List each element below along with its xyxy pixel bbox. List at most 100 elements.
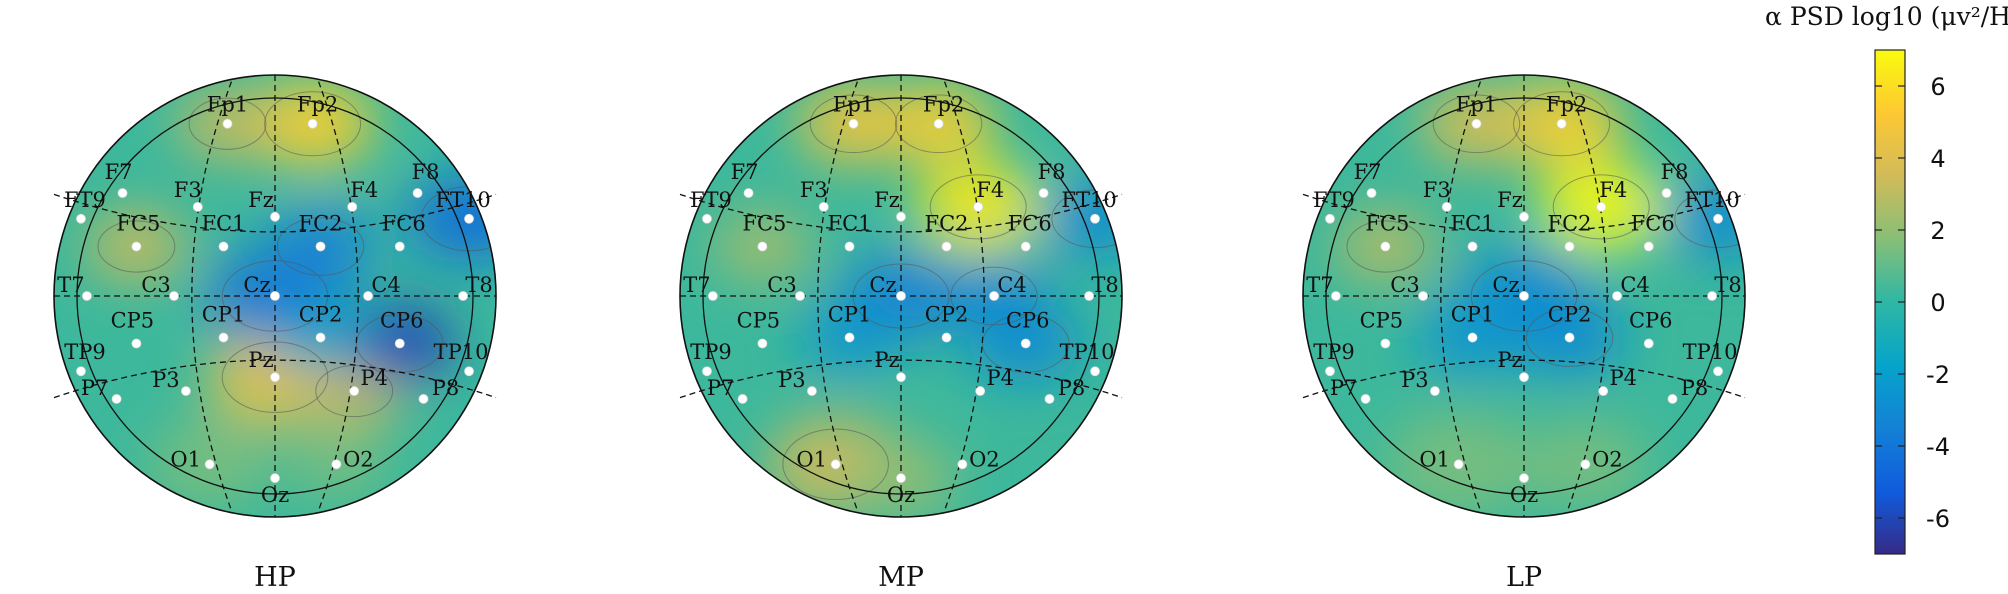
electrode-label-p7: P7 — [707, 376, 735, 400]
electrode-label-fp2: Fp2 — [923, 93, 964, 117]
electrode-label-cp5: CP5 — [1360, 309, 1404, 333]
electrode-label-c3: C3 — [1390, 273, 1419, 297]
electrode-label-o2: O2 — [969, 447, 1000, 471]
electrode-dot-fp2 — [307, 118, 318, 129]
electrode-label-p4: P4 — [1609, 366, 1637, 390]
electrode-label-cp2: CP2 — [299, 303, 343, 327]
electrode-label-fp2: Fp2 — [297, 93, 338, 117]
electrode-dot-t8 — [1707, 291, 1717, 301]
panel-label-lp: LP — [1506, 562, 1542, 593]
electrode-label-p4: P4 — [360, 366, 388, 390]
electrode-label-p7: P7 — [1330, 376, 1358, 400]
electrode-dot-o1 — [830, 459, 841, 470]
electrode-label-t7: T7 — [683, 273, 710, 297]
electrode-dot-c3 — [795, 291, 805, 301]
electrode-dot-fp1 — [1471, 118, 1482, 129]
electrode-label-fc5: FC5 — [1365, 212, 1409, 236]
electrode-label-f4: F4 — [976, 178, 1004, 202]
electrode-label-c3: C3 — [141, 273, 170, 297]
electrode-label-cp5: CP5 — [737, 309, 781, 333]
electrode-label-p3: P3 — [152, 368, 180, 392]
electrode-dot-ft9 — [76, 213, 86, 224]
electrode-label-p7: P7 — [81, 376, 109, 400]
electrode-label-t7: T7 — [1306, 273, 1333, 297]
electrode-label-fp2: Fp2 — [1546, 93, 1587, 117]
electrode-label-o1: O1 — [796, 447, 827, 471]
electrode-label-c4: C4 — [1620, 273, 1649, 297]
electrode-label-cp1: CP1 — [1451, 303, 1495, 327]
electrode-label-fc1: FC1 — [202, 212, 246, 236]
electrode-dot-ft9 — [702, 213, 712, 224]
electrode-label-f3: F3 — [1423, 178, 1451, 202]
electrode-label-f7: F7 — [105, 160, 133, 184]
electrode-label-fc5: FC5 — [116, 212, 160, 236]
electrode-dot-fp1 — [222, 118, 233, 129]
electrode-dot-cp6 — [1020, 338, 1031, 349]
electrode-label-f8: F8 — [1661, 160, 1689, 184]
electrode-label-fc2: FC2 — [1548, 212, 1592, 236]
electrode-dot-p4 — [349, 386, 360, 396]
electrode-dot-cz — [896, 291, 906, 301]
electrode-dot-cp5 — [1380, 338, 1391, 349]
electrode-dot-ft10 — [464, 213, 474, 224]
electrode-dot-pz — [1519, 372, 1529, 383]
electrode-label-o1: O1 — [1419, 447, 1450, 471]
electrode-dot-p4 — [1598, 386, 1609, 396]
electrode-label-fc2: FC2 — [299, 212, 343, 236]
electrode-label-tp9: TP9 — [690, 340, 732, 364]
electrode-label-f8: F8 — [412, 160, 440, 184]
electrode-label-fc1: FC1 — [1451, 212, 1495, 236]
electrode-label-f7: F7 — [731, 160, 759, 184]
electrode-label-o2: O2 — [343, 447, 374, 471]
electrode-dot-t7 — [82, 291, 92, 301]
electrode-dot-f8 — [1038, 188, 1049, 198]
colorbar-tick-label: 0 — [1930, 289, 1945, 317]
electrode-label-p4: P4 — [986, 366, 1014, 390]
electrode-dot-cz — [1519, 291, 1529, 301]
electrode-label-fz: Fz — [1497, 188, 1523, 212]
electrode-label-fz: Fz — [248, 188, 274, 212]
electrode-dot-fc2 — [315, 241, 326, 252]
electrode-dot-pz — [896, 372, 906, 383]
colorbar-tick-label: -6 — [1926, 505, 1950, 533]
electrode-dot-p3 — [180, 386, 191, 396]
electrode-label-ft10: FT10 — [1684, 188, 1739, 212]
electrode-dot-fc5 — [757, 241, 768, 252]
electrode-label-cz: Cz — [1492, 273, 1519, 297]
electrode-dot-oz — [270, 473, 280, 484]
electrode-label-fc1: FC1 — [828, 212, 872, 236]
electrode-label-o1: O1 — [170, 447, 201, 471]
electrode-label-f4: F4 — [1599, 178, 1627, 202]
electrode-dot-f7 — [117, 188, 128, 198]
electrode-dot-p3 — [1430, 386, 1440, 396]
electrode-dot-fc1 — [218, 241, 229, 252]
electrode-dot-fp1 — [848, 118, 859, 129]
electrode-label-p3: P3 — [1401, 368, 1429, 392]
electrode-dot-o1 — [1453, 459, 1464, 470]
electrode-dot-ft9 — [1325, 213, 1335, 224]
electrode-label-t8: T8 — [465, 273, 492, 297]
electrode-label-tp9: TP9 — [1313, 340, 1355, 364]
electrode-label-p3: P3 — [778, 368, 806, 392]
topomap-panels: Fp1 Fp2 F7 F3 Fz F4 F8 FT9 FC5 FC1 FC2 FC6 FT10 T7 C3 C… — [53, 74, 1746, 593]
colorbar-tick-label: -4 — [1926, 433, 1950, 461]
electrode-label-tp10: TP10 — [1060, 340, 1115, 364]
electrode-dot-o1 — [204, 459, 215, 470]
electrode-dot-t8 — [458, 291, 469, 301]
electrode-dot-fc2 — [1564, 241, 1575, 252]
electrode-label-cz: Cz — [869, 273, 896, 297]
electrode-dot-f3 — [818, 201, 829, 212]
electrode-dot-o2 — [1580, 459, 1591, 470]
electrode-label-ft9: FT9 — [690, 188, 732, 212]
electrode-dot-f3 — [192, 201, 203, 212]
electrode-dot-p8 — [418, 394, 429, 404]
electrode-label-ft9: FT9 — [64, 188, 106, 212]
electrode-dot-c3 — [169, 291, 179, 301]
electrode-label-o2: O2 — [1592, 447, 1623, 471]
electrode-dot-c4 — [1612, 291, 1622, 301]
electrode-label-fc2: FC2 — [925, 212, 969, 236]
colorbar: α PSD log10 (μv²/Hz) 6 4 2 0 -2 -4 -6 — [1765, 2, 2008, 555]
colorbar-tick-label: 4 — [1930, 145, 1945, 173]
electrode-label-p8: P8 — [432, 376, 460, 400]
electrode-dot-c4 — [363, 291, 373, 301]
